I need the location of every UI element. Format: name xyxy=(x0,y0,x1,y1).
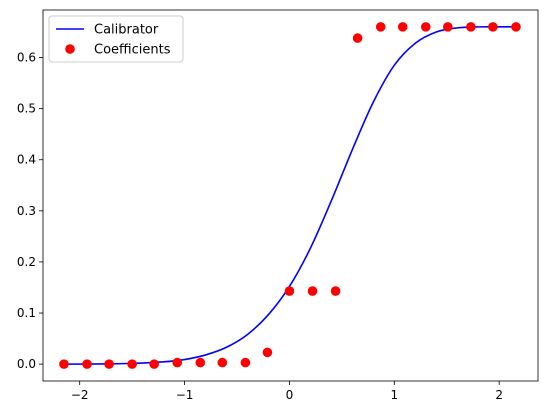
legend-marker-swatch xyxy=(65,44,75,54)
coefficient-point xyxy=(195,357,206,368)
y-axis: 0.0 0.1 0.2 0.3 0.4 0.5 0.6 xyxy=(17,51,43,371)
coefficient-point xyxy=(488,22,498,32)
coefficient-point xyxy=(149,359,159,369)
x-tick-label: 1 xyxy=(391,388,399,402)
legend-label-calibrator: Calibrator xyxy=(94,23,159,38)
y-tick-label: 0.5 xyxy=(17,102,36,116)
coefficient-point xyxy=(352,33,363,43)
x-axis: −2 −1 0 1 2 xyxy=(71,381,503,402)
coefficient-point xyxy=(104,359,114,369)
y-tick-label: 0.6 xyxy=(17,51,36,65)
coefficient-point xyxy=(420,22,431,32)
coefficient-point xyxy=(466,22,476,32)
coefficient-point xyxy=(262,347,273,358)
coefficient-point xyxy=(59,359,69,369)
coefficient-point xyxy=(511,22,521,32)
calibrator-line xyxy=(63,25,515,365)
legend-label-coefficients: Coefficients xyxy=(94,43,171,58)
y-tick-label: 0.4 xyxy=(17,153,36,167)
coefficient-point xyxy=(82,359,92,369)
coefficient-point xyxy=(127,359,137,369)
coefficient-point xyxy=(397,22,408,32)
coefficient-point xyxy=(330,286,341,296)
x-tick-label: −1 xyxy=(176,388,194,402)
coefficient-point xyxy=(375,22,386,32)
plot-area xyxy=(59,22,521,369)
coefficient-point xyxy=(240,357,251,368)
y-tick-label: 0.2 xyxy=(17,255,36,269)
y-tick-label: 0.0 xyxy=(17,357,36,371)
coefficient-point xyxy=(284,286,295,296)
coefficient-point xyxy=(443,22,453,32)
x-tick-label: 2 xyxy=(495,388,503,402)
x-tick-label: −2 xyxy=(71,388,89,402)
coefficient-point xyxy=(307,286,318,296)
legend: Calibrator Coefficients xyxy=(48,15,184,63)
y-tick-label: 0.3 xyxy=(17,204,36,218)
legend-box xyxy=(48,15,184,63)
coefficient-point xyxy=(172,357,183,368)
coefficient-point xyxy=(217,357,228,368)
y-tick-label: 0.1 xyxy=(17,306,36,320)
axes-frame xyxy=(42,9,539,382)
x-tick-label: 0 xyxy=(286,388,294,402)
